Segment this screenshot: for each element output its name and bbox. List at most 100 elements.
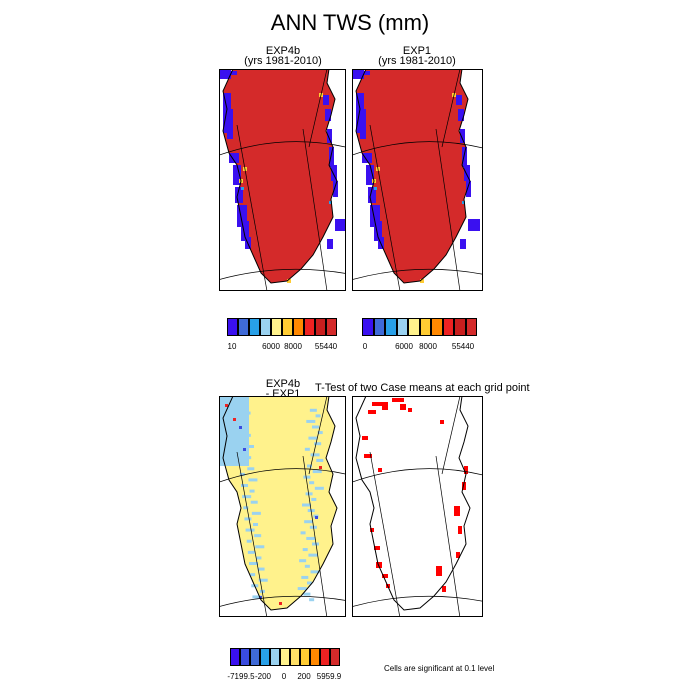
latitude-line xyxy=(352,468,483,483)
grid-cell xyxy=(370,205,380,227)
colorbar-tick-label: 5959.9 xyxy=(316,672,342,681)
grid-cell xyxy=(303,475,311,479)
colorbar-swatch xyxy=(293,318,304,336)
grid-cell xyxy=(420,279,424,283)
grid-cell xyxy=(250,573,256,577)
grid-cell xyxy=(462,201,465,204)
colorbar-swatch xyxy=(238,318,249,336)
grid-cell xyxy=(241,411,251,415)
grid-cell xyxy=(233,406,238,409)
latitude-line xyxy=(352,141,483,156)
colorbar-tick-label: -7199.5 xyxy=(227,672,255,681)
colorbar-tick-label: 8000 xyxy=(419,342,437,351)
graticule xyxy=(219,69,346,291)
grid-cell xyxy=(462,482,466,490)
grid-cell xyxy=(317,431,323,435)
grid-cell xyxy=(299,559,307,563)
panel-title-diff: EXP4b - EXP1 xyxy=(218,378,348,400)
grid-cell xyxy=(231,71,237,75)
significance-note: Cells are significant at 0.1 level xyxy=(384,664,495,673)
grid-cell xyxy=(243,448,246,451)
colorbar-swatch xyxy=(260,318,271,336)
grid-cell xyxy=(246,456,252,460)
latitude-line xyxy=(219,141,346,156)
panel-title-diff-name: EXP4b xyxy=(265,378,301,390)
longitude-line xyxy=(236,451,268,617)
grid-cell xyxy=(333,181,338,197)
grid-cell xyxy=(382,574,388,578)
colorbar-tick-label: 6000 xyxy=(395,342,413,351)
coastline xyxy=(355,69,471,284)
grid-cell xyxy=(237,205,247,227)
grid-cell xyxy=(234,417,242,421)
colorbar-swatch xyxy=(373,318,385,336)
grid-cell xyxy=(374,546,380,550)
grid-cell xyxy=(464,165,470,181)
grid-cell xyxy=(304,447,310,451)
grid-cell xyxy=(408,408,412,412)
grid-cell xyxy=(233,165,241,185)
panel-title-exp4b-years: (yrs 1981-2010) xyxy=(244,55,322,67)
grid-cell xyxy=(305,492,313,496)
graticule xyxy=(352,69,483,291)
grid-cell xyxy=(246,539,252,543)
grid-cell xyxy=(250,500,258,504)
grid-cell xyxy=(242,422,248,426)
map-frame xyxy=(219,69,346,291)
grid-cell xyxy=(366,165,374,185)
longitude-line xyxy=(435,455,461,617)
strong-negative-cells xyxy=(239,426,318,599)
grid-cell xyxy=(325,109,331,121)
grid-cell xyxy=(374,187,377,190)
mid-low-tws-cells xyxy=(241,187,332,204)
colorbar-tick-label: 200 xyxy=(297,672,311,681)
grid-cell xyxy=(306,536,316,540)
grid-cell xyxy=(374,221,382,241)
colorbar-tick-label: 55440 xyxy=(314,342,338,351)
grid-cell xyxy=(238,461,248,465)
mid-low-tws-cells xyxy=(374,187,465,204)
longitude-line xyxy=(302,455,328,617)
grid-cell xyxy=(302,548,308,552)
longitude-line xyxy=(369,124,401,291)
grid-cell xyxy=(252,595,262,599)
colorbar-tick-label: 0 xyxy=(281,672,287,681)
colorbar-swatch xyxy=(260,648,270,666)
panel-title-ttest: T-Test of two Case means at each grid po… xyxy=(315,382,530,394)
colorbar-swatch xyxy=(465,318,477,336)
colorbar-diff: -7199.5 -200 0 200 5959.9 xyxy=(227,648,342,688)
map-frame xyxy=(352,69,483,291)
grid-cell xyxy=(253,523,258,526)
grid-cell xyxy=(312,425,319,429)
grid-cell xyxy=(456,95,462,105)
negative-difference-cells xyxy=(233,406,324,602)
grid-cell xyxy=(442,586,446,592)
grid-cell xyxy=(243,506,249,510)
grid-cell xyxy=(440,420,444,424)
colorbar-swatch xyxy=(326,318,337,336)
grid-cell xyxy=(314,486,324,490)
graticule xyxy=(352,396,483,617)
longitude-line xyxy=(435,128,461,291)
longitude-line xyxy=(369,451,401,617)
grid-cell xyxy=(249,562,258,565)
grid-cell xyxy=(300,531,306,535)
colorbar-tick-label: 55440 xyxy=(451,342,475,351)
grid-cell xyxy=(329,147,334,167)
colorbar-swatch xyxy=(454,318,466,336)
colorbar-swatch xyxy=(280,648,290,666)
grid-cell xyxy=(245,528,255,532)
grid-cell xyxy=(327,129,332,143)
colorbar-swatch xyxy=(304,318,315,336)
grid-cell xyxy=(251,511,261,515)
grid-cell xyxy=(364,454,372,458)
colorbar-swatch xyxy=(385,318,397,336)
figure-title: ANN TWS (mm) xyxy=(270,10,430,35)
coastline xyxy=(222,396,338,611)
grid-cell xyxy=(229,153,239,163)
panel-title-exp1-years: (yrs 1981-2010) xyxy=(378,55,456,67)
grid-cell xyxy=(458,109,464,121)
panel-title-exp1: EXP1 (yrs 1981-2010) xyxy=(352,46,482,67)
latitude-line xyxy=(352,268,483,281)
colorbar-swatch xyxy=(396,318,408,336)
